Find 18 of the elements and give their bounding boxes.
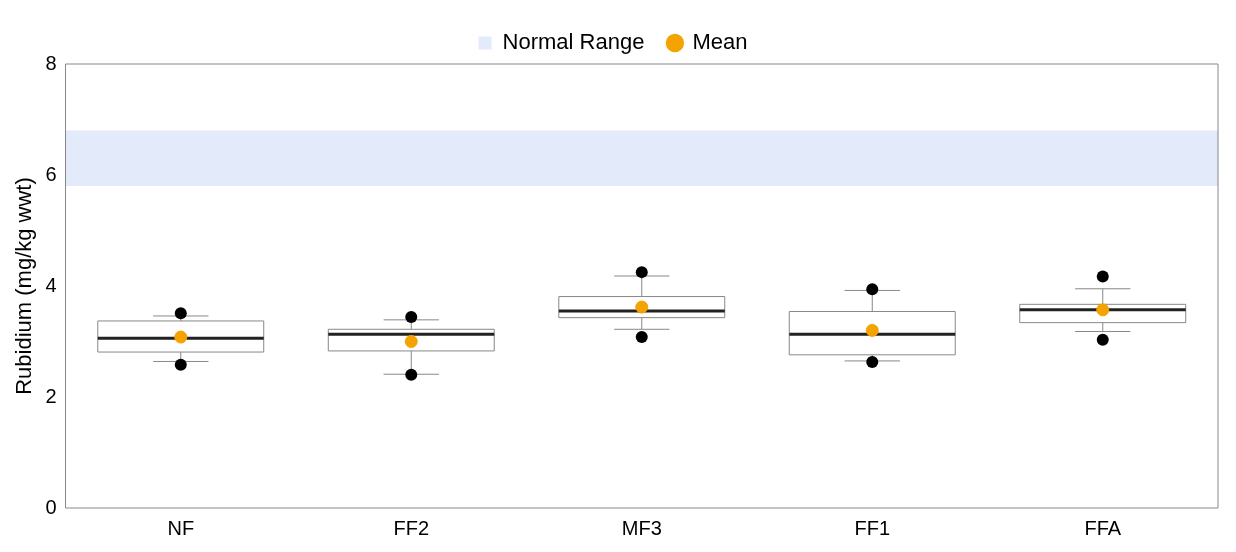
y-axis-title: Rubidium (mg/kg wwt) [11, 177, 37, 395]
y-tick-label: 8 [45, 51, 57, 74]
y-tick-label: 6 [45, 162, 57, 185]
point [1096, 303, 1110, 317]
legend-label: Mean [692, 29, 748, 55]
x-tick-label: FFA [1084, 516, 1122, 539]
x-tick-label: MF3 [621, 516, 662, 539]
x-tick-label: FF1 [854, 516, 891, 539]
point [174, 330, 188, 344]
point [865, 323, 879, 337]
point [635, 300, 649, 314]
x-tick-label: FF2 [393, 516, 430, 539]
legend-label: Normal Range [502, 29, 645, 55]
x-tick-label: NF [167, 516, 195, 539]
y-tick-label: 4 [45, 273, 57, 296]
point [404, 335, 418, 348]
y-tick-label: 2 [45, 384, 57, 407]
y-tick-label: 0 [45, 495, 57, 518]
